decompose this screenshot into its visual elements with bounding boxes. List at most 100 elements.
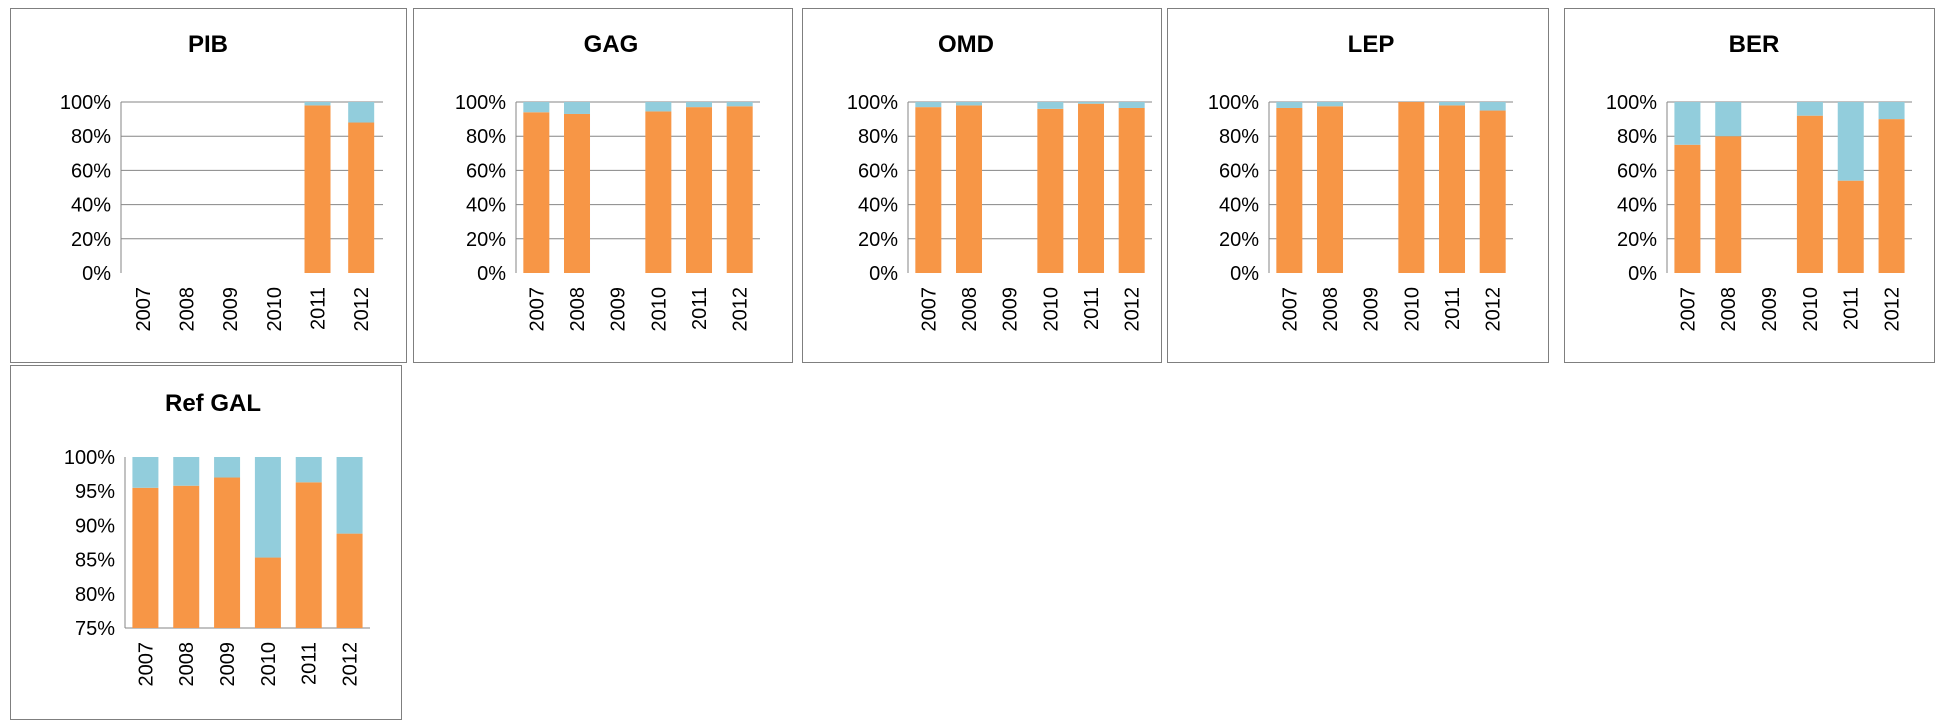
bar-primary-2012 bbox=[348, 122, 375, 274]
bar-remainder-2007 bbox=[1674, 102, 1701, 145]
bar-primary-2011 bbox=[1078, 103, 1105, 274]
y-tick-label: 40% bbox=[1219, 195, 1259, 217]
bar-remainder-2007 bbox=[1276, 102, 1303, 108]
y-tick-label: 20% bbox=[1219, 229, 1259, 251]
y-tick-label: 40% bbox=[858, 195, 898, 217]
bar-remainder-2011 bbox=[295, 457, 322, 483]
bar-remainder-2007 bbox=[132, 457, 159, 488]
x-tick-label: 2007 bbox=[1677, 287, 1699, 332]
bar-primary-2012 bbox=[1878, 119, 1905, 273]
bar-primary-2008 bbox=[173, 485, 200, 628]
bar-remainder-2008 bbox=[956, 102, 983, 106]
x-tick-label: 2008 bbox=[177, 287, 199, 332]
bar-primary-2008 bbox=[1317, 106, 1344, 274]
y-tick-label: 80% bbox=[71, 126, 111, 148]
bar-remainder-2011 bbox=[686, 102, 713, 108]
bar-remainder-2011 bbox=[1078, 102, 1105, 104]
bar-remainder-2012 bbox=[348, 102, 375, 123]
x-tick-label: 2009 bbox=[1361, 287, 1383, 332]
x-tick-label: 2010 bbox=[258, 642, 280, 687]
chart-title: LEP bbox=[1348, 31, 1395, 58]
y-tick-label: 100% bbox=[1208, 92, 1259, 114]
bar-primary-2008 bbox=[564, 113, 591, 273]
y-tick-label: 20% bbox=[1617, 229, 1657, 251]
bar-remainder-2011 bbox=[1837, 102, 1864, 181]
x-tick-label: 2009 bbox=[220, 287, 242, 332]
bar-remainder-2008 bbox=[564, 102, 591, 114]
bar-primary-2008 bbox=[956, 105, 983, 273]
x-tick-label: 2007 bbox=[135, 642, 157, 687]
x-tick-label: 2007 bbox=[133, 287, 155, 332]
x-tick-label: 2009 bbox=[1759, 287, 1781, 332]
y-tick-label: 100% bbox=[64, 447, 115, 469]
bar-primary-2010 bbox=[1796, 115, 1823, 274]
x-tick-label: 2007 bbox=[526, 287, 548, 332]
y-tick-label: 100% bbox=[847, 92, 898, 114]
bar-primary-2012 bbox=[726, 106, 753, 274]
bar-remainder-2011 bbox=[304, 102, 331, 106]
x-tick-label: 2010 bbox=[264, 287, 286, 332]
x-tick-label: 2008 bbox=[176, 642, 198, 687]
y-tick-label: 20% bbox=[71, 229, 111, 251]
bar-remainder-2012 bbox=[1479, 102, 1506, 111]
bar-remainder-2012 bbox=[726, 102, 753, 107]
y-tick-label: 95% bbox=[75, 481, 115, 503]
y-tick-label: 80% bbox=[858, 126, 898, 148]
x-tick-label: 2008 bbox=[567, 287, 589, 332]
y-tick-label: 100% bbox=[455, 92, 506, 114]
bar-remainder-2011 bbox=[1439, 102, 1466, 106]
x-tick-label: 2012 bbox=[1122, 287, 1144, 332]
y-tick-label: 40% bbox=[71, 195, 111, 217]
y-tick-label: 80% bbox=[466, 126, 506, 148]
y-tick-label: 40% bbox=[466, 195, 506, 217]
x-tick-label: 2010 bbox=[1800, 287, 1822, 332]
x-tick-label: 2007 bbox=[918, 287, 940, 332]
x-tick-label: 2012 bbox=[351, 287, 373, 332]
y-tick-label: 100% bbox=[1606, 92, 1657, 114]
x-tick-label: 2010 bbox=[1401, 287, 1423, 332]
y-tick-label: 60% bbox=[466, 160, 506, 182]
bar-remainder-2010 bbox=[254, 457, 281, 558]
bar-remainder-2010 bbox=[1037, 102, 1064, 109]
bar-primary-2007 bbox=[1674, 144, 1701, 273]
y-tick-label: 0% bbox=[1628, 263, 1657, 285]
x-tick-label: 2012 bbox=[340, 642, 362, 687]
bar-primary-2011 bbox=[686, 107, 713, 273]
y-tick-label: 85% bbox=[75, 550, 115, 572]
bar-remainder-2007 bbox=[915, 102, 942, 108]
bar-primary-2008 bbox=[1715, 136, 1742, 273]
bar-primary-2010 bbox=[1398, 102, 1425, 273]
bar-primary-2011 bbox=[1439, 105, 1466, 273]
y-tick-label: 40% bbox=[1617, 195, 1657, 217]
y-tick-label: 20% bbox=[858, 229, 898, 251]
chart-panel-pib: PIB 0% 20% 40% 60% 80% 100% 2007 2008 2009 2010 201… bbox=[10, 8, 407, 363]
x-tick-label: 2011 bbox=[1841, 287, 1863, 330]
bar-primary-2007 bbox=[915, 107, 942, 273]
bar-primary-2012 bbox=[336, 533, 363, 628]
chart-title: GAG bbox=[584, 31, 639, 58]
bar-remainder-2012 bbox=[1118, 102, 1145, 108]
y-tick-label: 80% bbox=[75, 584, 115, 606]
y-tick-label: 80% bbox=[1219, 126, 1259, 148]
bar-remainder-2008 bbox=[1715, 102, 1742, 137]
y-tick-label: 100% bbox=[60, 92, 111, 114]
chart-panel-ref-gal: Ref GAL 75% 80% 85% 90% 95% 100% 2007 2008 2009 20… bbox=[10, 365, 402, 720]
bar-primary-2010 bbox=[645, 111, 672, 273]
x-tick-label: 2007 bbox=[1279, 287, 1301, 332]
y-tick-label: 0% bbox=[869, 263, 898, 285]
bar-remainder-2008 bbox=[173, 457, 200, 486]
x-tick-label: 2008 bbox=[1718, 287, 1740, 332]
bar-remainder-2010 bbox=[645, 102, 672, 112]
y-tick-label: 0% bbox=[82, 263, 111, 285]
chart-panel-lep: LEP 0% 20% 40% 60% 80% 100% 2007 2008 2009 2010 201… bbox=[1167, 8, 1549, 363]
x-tick-label: 2012 bbox=[1483, 287, 1505, 332]
bar-primary-2007 bbox=[523, 112, 550, 273]
x-tick-label: 2008 bbox=[1320, 287, 1342, 332]
bar-remainder-2010 bbox=[1796, 102, 1823, 116]
bar-primary-2007 bbox=[132, 487, 159, 628]
bar-primary-2010 bbox=[254, 557, 281, 628]
chart-svg-ref-gal: Ref GAL 75% 80% 85% 90% 95% 100% 2007 2008 2009 20… bbox=[64, 390, 370, 687]
y-tick-label: 90% bbox=[75, 515, 115, 537]
y-tick-label: 60% bbox=[858, 160, 898, 182]
chart-panel-ber: BER 0% 20% 40% 60% 80% 100% 2007 2008 2009 2010 201… bbox=[1564, 8, 1935, 363]
